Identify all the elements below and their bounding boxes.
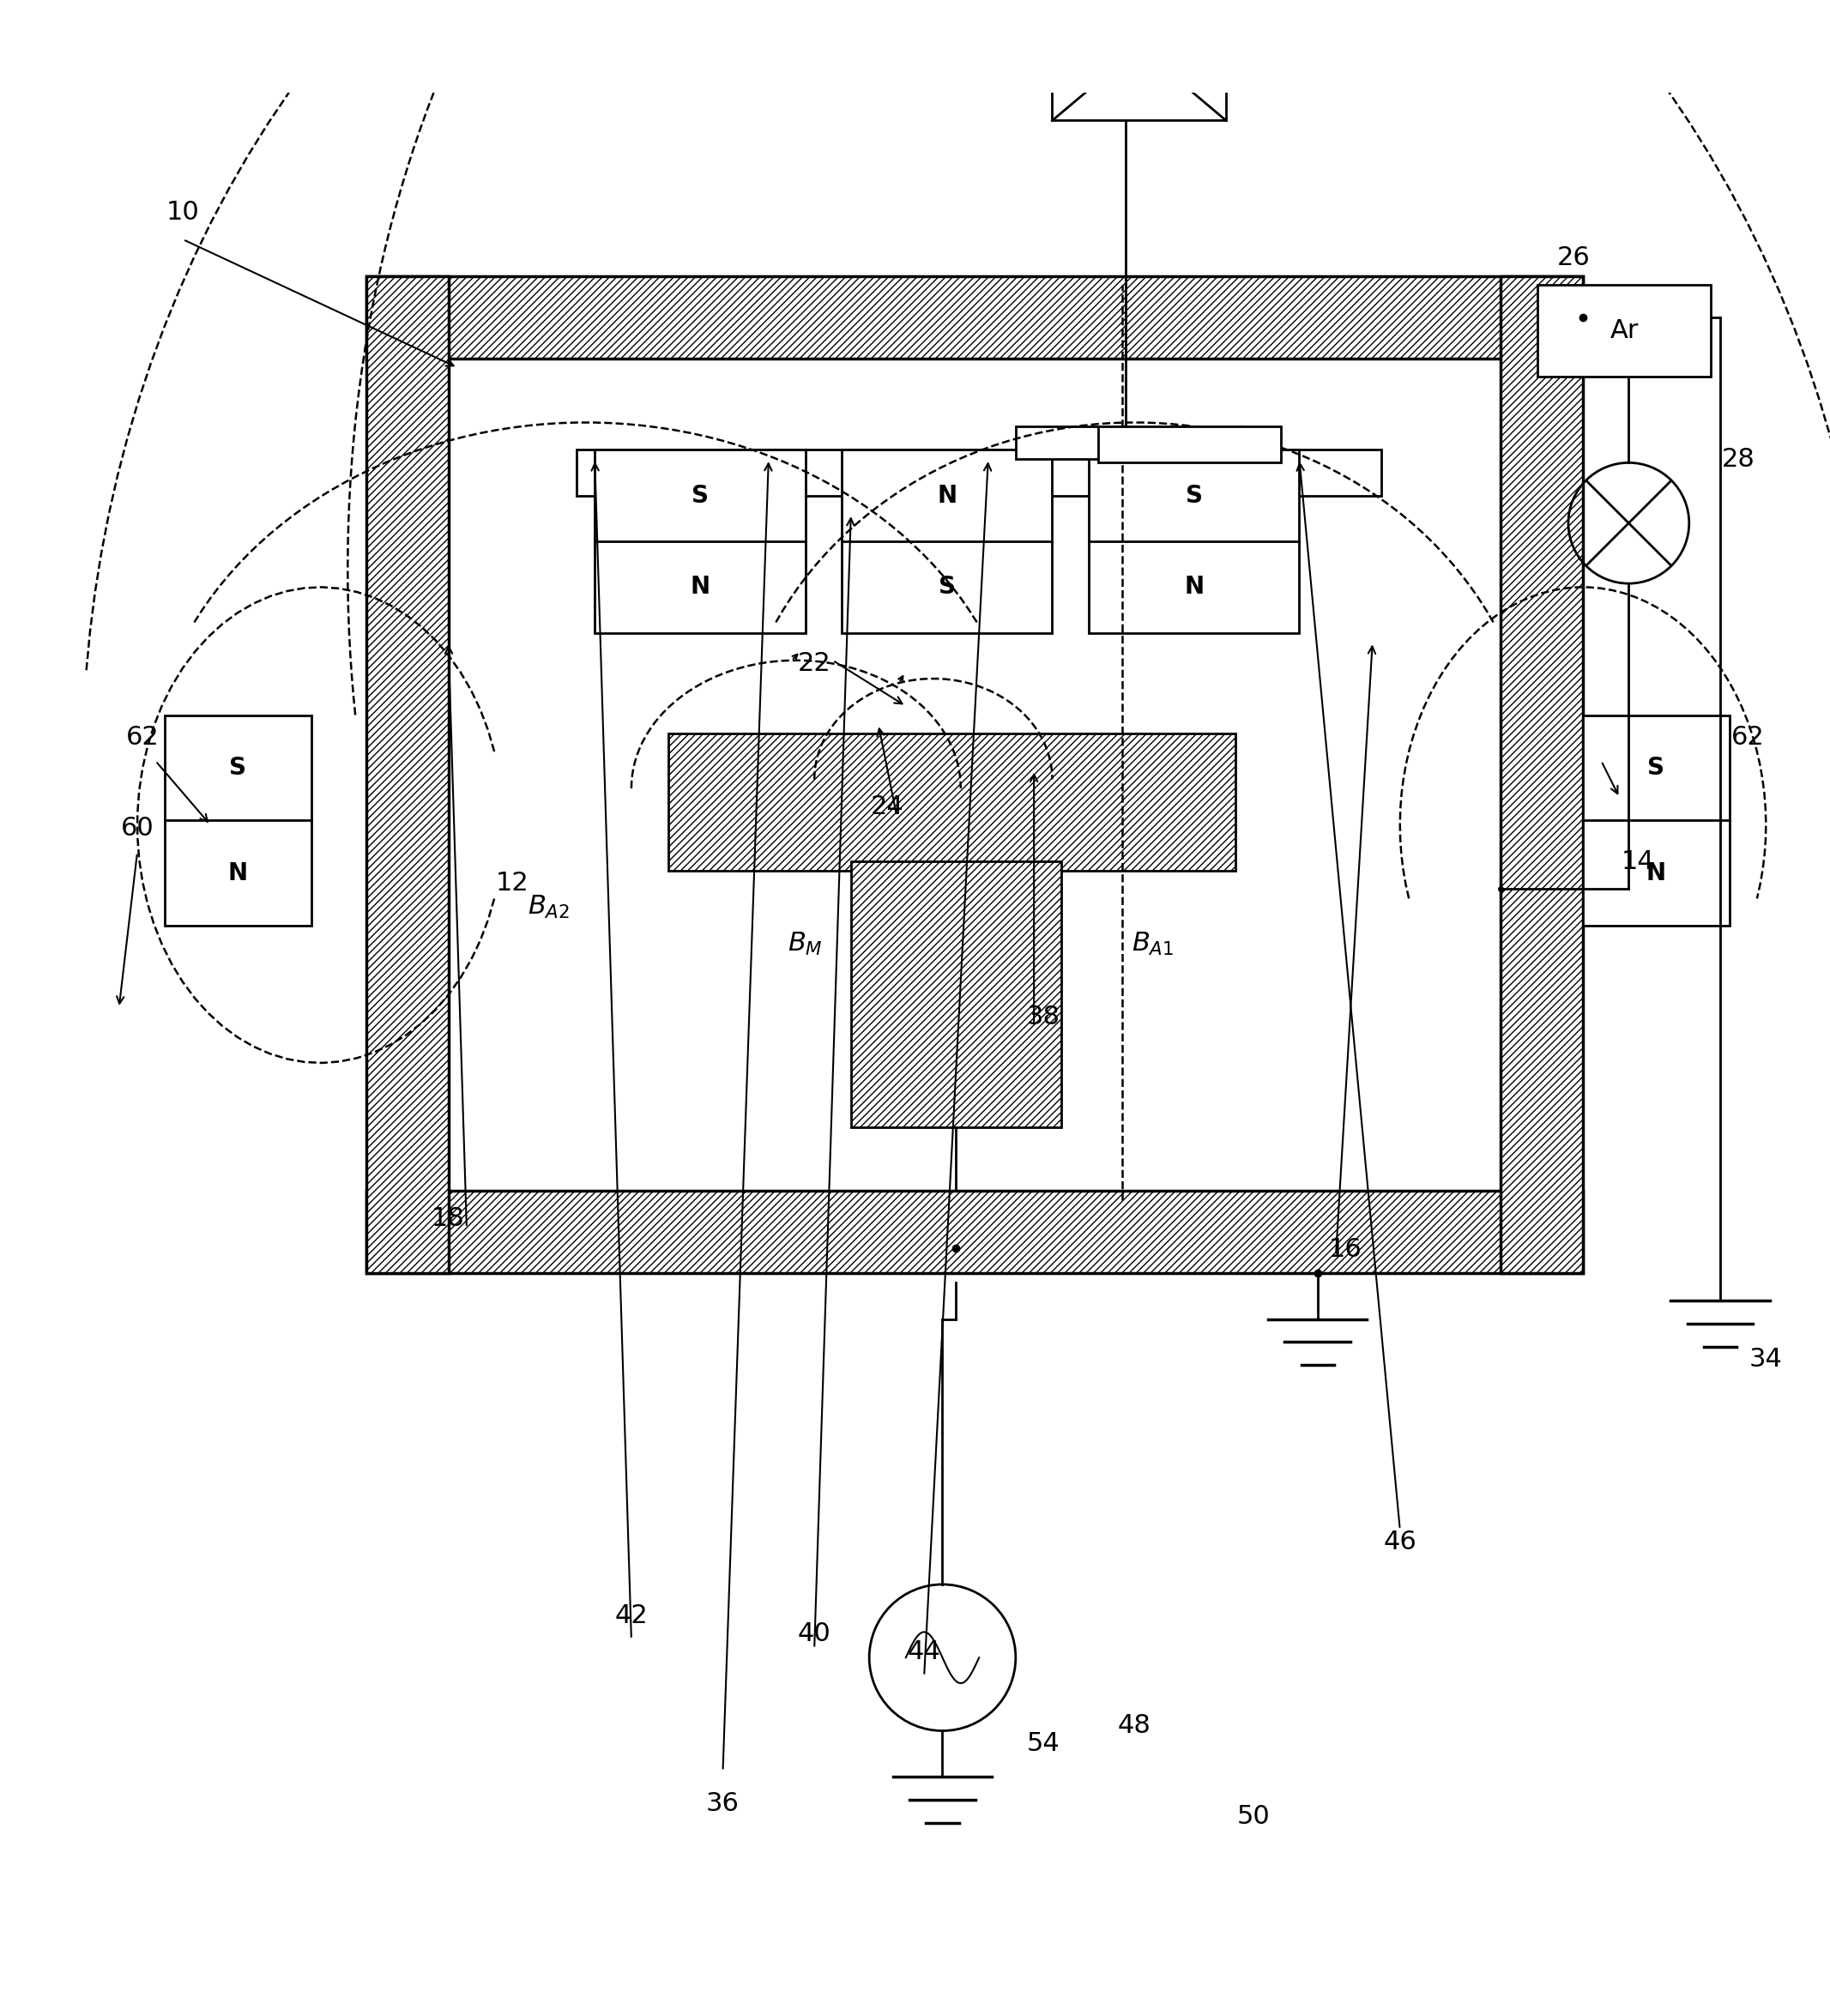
- Text: Ar: Ar: [1610, 319, 1638, 343]
- Text: N: N: [1647, 861, 1665, 885]
- Text: 12: 12: [496, 871, 529, 895]
- FancyBboxPatch shape: [595, 450, 805, 633]
- Text: N: N: [690, 575, 710, 599]
- Text: 48: 48: [1118, 1714, 1151, 1738]
- Text: 16: 16: [1329, 1238, 1362, 1262]
- Text: 42: 42: [615, 1603, 648, 1629]
- Text: 50: 50: [1237, 1804, 1270, 1829]
- FancyBboxPatch shape: [668, 734, 1235, 871]
- Text: 60: 60: [121, 816, 154, 841]
- Text: N: N: [229, 861, 247, 885]
- Text: $B_{M}$: $B_{M}$: [787, 931, 824, 958]
- Text: 38: 38: [1027, 1004, 1060, 1030]
- FancyBboxPatch shape: [1583, 716, 1729, 925]
- Text: 40: 40: [798, 1621, 831, 1647]
- Text: 18: 18: [432, 1206, 465, 1232]
- FancyBboxPatch shape: [851, 861, 1061, 1127]
- Text: 24: 24: [871, 794, 904, 818]
- Text: 28: 28: [1722, 448, 1755, 472]
- Text: 26: 26: [1557, 246, 1590, 270]
- FancyBboxPatch shape: [1016, 425, 1244, 460]
- Text: 44: 44: [908, 1639, 941, 1665]
- FancyBboxPatch shape: [1098, 425, 1281, 464]
- FancyBboxPatch shape: [366, 276, 1583, 359]
- FancyBboxPatch shape: [366, 1191, 1583, 1274]
- Text: S: S: [1647, 756, 1665, 780]
- FancyBboxPatch shape: [842, 450, 1052, 633]
- Text: S: S: [692, 484, 708, 508]
- Text: N: N: [937, 484, 957, 508]
- Text: $B_{A2}$: $B_{A2}$: [529, 893, 569, 921]
- Text: 34: 34: [1749, 1347, 1782, 1371]
- Text: 62: 62: [126, 724, 159, 750]
- Text: 46: 46: [1383, 1530, 1416, 1554]
- Text: 10: 10: [167, 200, 199, 224]
- FancyBboxPatch shape: [165, 716, 311, 925]
- FancyBboxPatch shape: [1501, 276, 1583, 1274]
- FancyBboxPatch shape: [576, 450, 1382, 496]
- Text: S: S: [939, 575, 955, 599]
- FancyBboxPatch shape: [448, 359, 1501, 1191]
- Text: S: S: [229, 756, 247, 780]
- Text: N: N: [1184, 575, 1204, 599]
- FancyBboxPatch shape: [1089, 450, 1299, 633]
- FancyBboxPatch shape: [1537, 284, 1711, 377]
- Text: 14: 14: [1621, 849, 1654, 875]
- FancyBboxPatch shape: [366, 276, 448, 1274]
- Text: 62: 62: [1731, 724, 1764, 750]
- Text: S: S: [1186, 484, 1202, 508]
- Text: $B_{A1}$: $B_{A1}$: [1131, 931, 1175, 958]
- Text: 36: 36: [706, 1792, 739, 1816]
- Text: 22: 22: [798, 651, 831, 677]
- FancyBboxPatch shape: [1052, 0, 1226, 121]
- Text: 54: 54: [1027, 1732, 1060, 1756]
